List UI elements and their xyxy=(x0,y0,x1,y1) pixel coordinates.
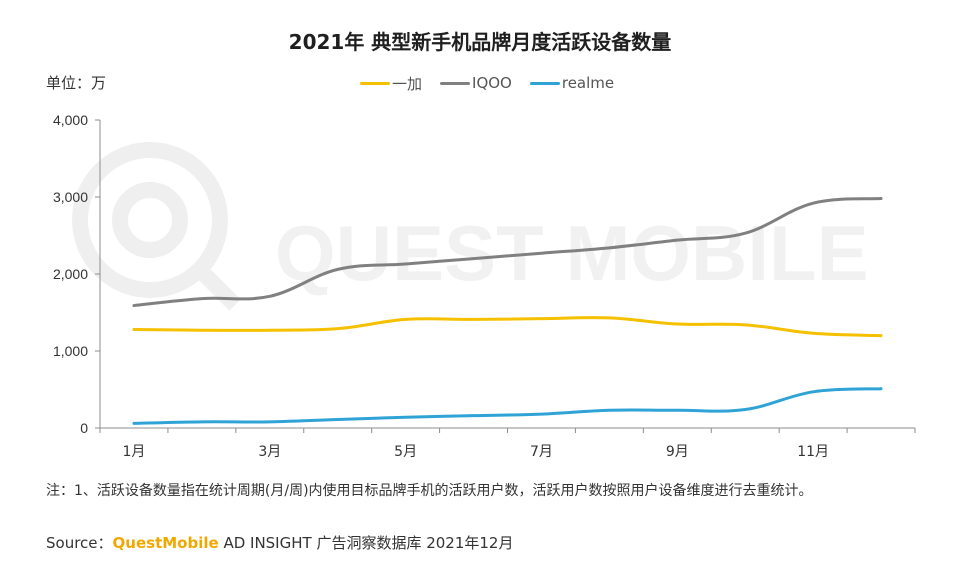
x-tick-label: 9月 xyxy=(666,444,689,460)
legend-swatch-iqoo xyxy=(440,81,471,85)
series-line-iqoo xyxy=(132,197,883,308)
y-tick-label: 1,000 xyxy=(53,343,88,359)
x-tick-label: 5月 xyxy=(394,444,417,460)
source-line: Source：QuestMobile AD INSIGHT 广告洞察数据库 20… xyxy=(46,532,513,553)
legend-label-realme: realme xyxy=(561,74,615,92)
y-tick-label: 2,000 xyxy=(53,266,88,282)
legend-item-iqoo: IQOO xyxy=(440,74,512,92)
legend-item-oneplus: 一加 xyxy=(360,73,422,94)
unit-label: 单位：万 xyxy=(46,74,107,92)
x-tick-label: 7月 xyxy=(530,444,553,460)
series-line-oneplus xyxy=(132,316,883,338)
legend-label-oneplus: 一加 xyxy=(392,74,423,93)
chart-title: 2021年 典型新手机品牌月度活跃设备数量 xyxy=(288,30,672,54)
source-brand: QuestMobile xyxy=(112,534,219,552)
x-tick-label: 3月 xyxy=(258,444,281,460)
legend-swatch-oneplus xyxy=(360,81,390,85)
line-chart: 0 1,000 2,000 3,000 4,000 1月 3月 5月 7月 9月 11月 xyxy=(53,112,916,460)
legend-item-realme: realme xyxy=(529,74,615,92)
legend-label-iqoo: IQOO xyxy=(472,74,512,92)
x-tick-label: 11月 xyxy=(797,444,829,460)
x-tick-label: 1月 xyxy=(122,444,145,460)
y-tick-label: 4,000 xyxy=(53,112,88,128)
series-line-realme xyxy=(132,387,883,425)
source-prefix: Source： xyxy=(46,534,113,552)
y-tick-label: 0 xyxy=(80,420,88,436)
y-tick-label: 3,000 xyxy=(53,189,88,205)
footnote: 注：1、活跃设备数量指在统计周期(月/周)内使用目标品牌手机的活跃用户数，活跃用… xyxy=(46,483,813,499)
legend-swatch-realme xyxy=(529,81,560,85)
legend: 一加 IQOO realme xyxy=(360,73,614,93)
source-suffix: AD INSIGHT 广告洞察数据库 2021年12月 xyxy=(218,534,514,552)
